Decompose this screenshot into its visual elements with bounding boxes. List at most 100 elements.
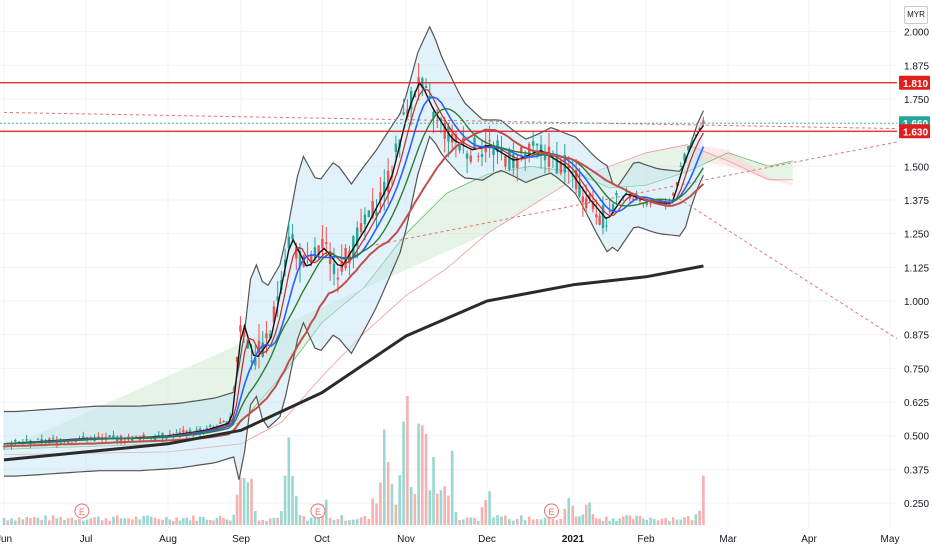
volume-bar (428, 490, 432, 525)
candle-body (142, 434, 145, 437)
volume-bar (181, 518, 185, 525)
volume-bar (668, 520, 671, 525)
candle-body (581, 196, 585, 203)
volume-bar (313, 514, 317, 525)
volume-bar (212, 520, 215, 525)
candle-body (649, 203, 652, 205)
y-tick-label: 1.875 (904, 61, 929, 72)
volume-bar (450, 450, 454, 525)
candle-body (175, 432, 178, 434)
candle-body (375, 212, 378, 216)
candle-body (313, 247, 317, 259)
candle-body (317, 245, 320, 256)
volume-bar (488, 491, 491, 525)
candle-body (547, 146, 551, 167)
volume-bar (146, 515, 149, 525)
x-tick-label: Feb (637, 534, 655, 545)
volume-bar (229, 520, 232, 525)
candle-body (371, 200, 374, 218)
candle-body (694, 134, 698, 137)
earnings-mark: E (74, 503, 90, 519)
candle-body (394, 143, 398, 152)
sma-200 (3, 264, 704, 462)
volume-bar (398, 475, 402, 525)
candle-body (477, 155, 480, 157)
ema-green (3, 107, 704, 445)
price-tag-box (899, 124, 930, 139)
y-tick-label: 1.000 (904, 297, 929, 308)
volume-bar (660, 518, 664, 525)
candle-body (585, 198, 588, 209)
volume-bar (97, 516, 100, 525)
candle-body (642, 203, 645, 205)
volume-bar (276, 517, 279, 525)
volume-bar (261, 519, 265, 525)
volume-bar (112, 516, 115, 525)
candle-body (10, 443, 13, 447)
time-axis[interactable]: Jun Jul Aug Sep Oct Nov Dec 2021 Feb Mar Apr May (0, 534, 899, 545)
volume-bar (504, 515, 507, 525)
y-tick-label: 1.250 (904, 230, 929, 241)
y-tick-label: 2.000 (904, 28, 929, 39)
candle-body (563, 155, 567, 173)
price-axis[interactable]: 2.000 1.875 1.750 1.500 1.375 1.250 1.125 1.000… (899, 28, 930, 510)
volume-bar (527, 516, 531, 525)
volume-bar (512, 520, 515, 525)
y-tick-label: 0.500 (904, 432, 929, 443)
volume-bar (14, 520, 17, 525)
volume-bar (119, 518, 123, 525)
candle-body (74, 441, 77, 443)
volume-bar (44, 515, 47, 525)
x-tick-label: May (881, 534, 900, 545)
volume-bar (492, 517, 495, 525)
candle-body (605, 225, 608, 227)
volume-bar (631, 519, 635, 525)
volume-bar (287, 437, 291, 525)
volume-bar (675, 519, 679, 525)
volume-bar (239, 477, 242, 525)
candle-body (222, 421, 225, 423)
volume-bar (496, 515, 499, 525)
volume-bar (81, 520, 85, 525)
volume-bar (157, 519, 161, 525)
volume-bar (340, 515, 344, 525)
volume-bar (32, 516, 36, 525)
candle-body (232, 389, 235, 391)
volume-bar (508, 519, 511, 525)
candle-body (428, 95, 431, 98)
candle-body (321, 238, 324, 249)
candle-body (598, 215, 601, 225)
volume-bar (324, 499, 328, 525)
x-tick-label: Nov (397, 534, 415, 545)
volume-bar (443, 486, 446, 525)
candle-body (615, 193, 618, 196)
volume-bar (601, 520, 605, 525)
volume-bar (638, 515, 642, 525)
volume-bar (584, 504, 588, 525)
candle-body (611, 204, 615, 214)
candle-body (291, 234, 294, 240)
candle-body (82, 436, 85, 438)
volume-bar (421, 425, 424, 525)
volume-bar (547, 515, 551, 525)
volume-bar (432, 456, 435, 525)
volume-bar (328, 518, 332, 525)
volume-bar (375, 503, 378, 525)
x-tick-label: Jun (0, 534, 12, 545)
volume-bar (51, 515, 55, 525)
candle-body (571, 175, 574, 177)
candle-body (512, 154, 515, 168)
volume-bar (250, 478, 253, 525)
volume-bar (555, 520, 559, 525)
candle-body (559, 160, 563, 174)
candle-body (219, 422, 222, 424)
volume-bar (402, 421, 405, 525)
volume-bar (222, 518, 225, 525)
volume-bar (142, 515, 145, 525)
volume-bar (168, 519, 172, 525)
volume-bar (36, 517, 40, 525)
candle-body (367, 210, 370, 218)
candle-body (48, 438, 51, 441)
